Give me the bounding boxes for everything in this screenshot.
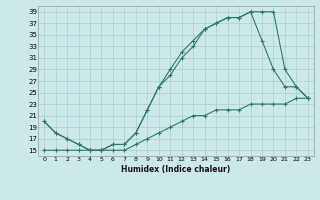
X-axis label: Humidex (Indice chaleur): Humidex (Indice chaleur) [121, 165, 231, 174]
